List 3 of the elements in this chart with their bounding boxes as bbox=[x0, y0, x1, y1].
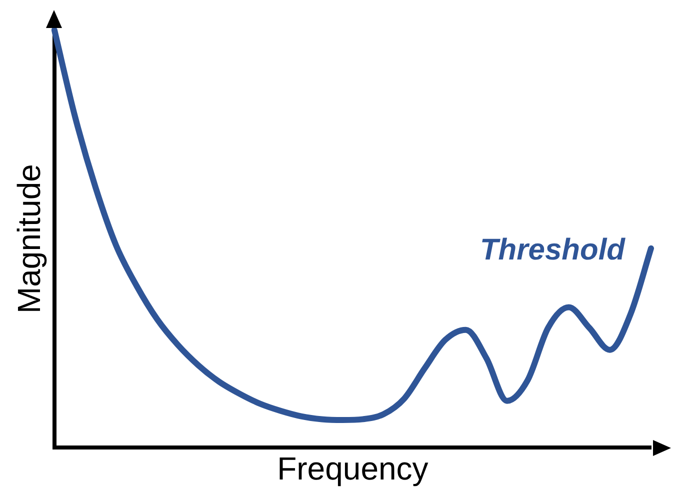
x-axis-title: Frequency bbox=[277, 450, 428, 487]
annotation: Threshold bbox=[480, 234, 626, 267]
y-axis-title: Magnitude bbox=[11, 164, 48, 314]
